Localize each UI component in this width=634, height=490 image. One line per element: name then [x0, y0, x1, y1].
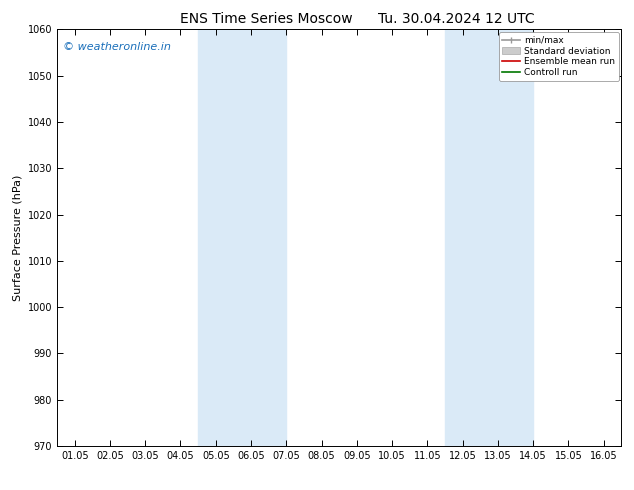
Y-axis label: Surface Pressure (hPa): Surface Pressure (hPa)	[12, 174, 22, 301]
Text: © weatheronline.in: © weatheronline.in	[63, 42, 171, 52]
Text: Tu. 30.04.2024 12 UTC: Tu. 30.04.2024 12 UTC	[378, 12, 535, 26]
Bar	[445, 29, 533, 446]
Legend: min/max, Standard deviation, Ensemble mean run, Controll run: min/max, Standard deviation, Ensemble me…	[499, 32, 619, 81]
Text: ENS Time Series Moscow: ENS Time Series Moscow	[180, 12, 353, 26]
Bar	[198, 29, 287, 446]
